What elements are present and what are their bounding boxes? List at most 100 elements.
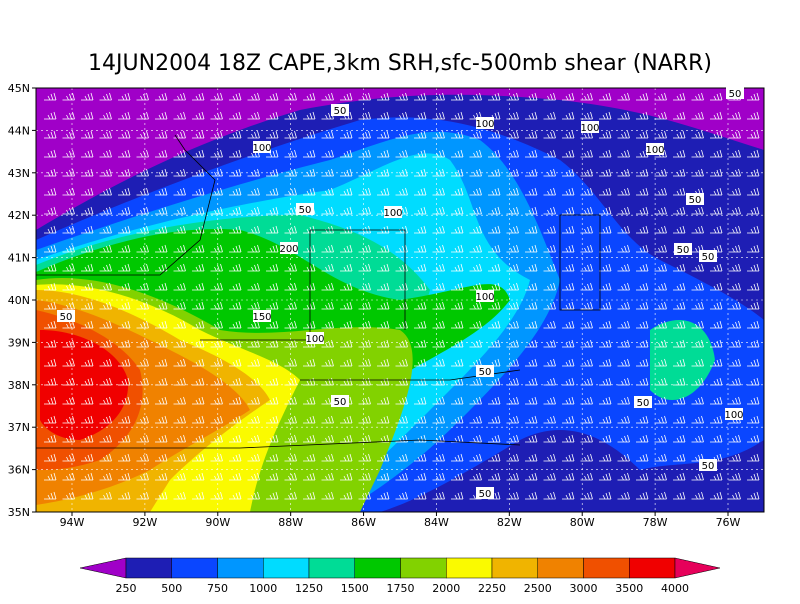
wind-barb	[62, 396, 75, 405]
contour-label: 50	[677, 245, 690, 256]
contour-label: 50	[702, 461, 715, 472]
colorbar-box	[354, 557, 401, 579]
wind-barb	[636, 263, 649, 272]
lat-label: 44N	[8, 124, 30, 137]
wind-barb	[710, 301, 723, 310]
wind-barb	[155, 320, 168, 329]
wind-barb	[210, 320, 223, 329]
lat-label: 40N	[8, 294, 30, 307]
wind-barb	[617, 320, 630, 329]
wind-barb	[118, 111, 131, 120]
wind-barb	[321, 453, 334, 462]
wind-barb	[488, 244, 501, 253]
wind-barb	[506, 415, 519, 424]
wind-barb	[358, 377, 371, 386]
wind-barb	[321, 244, 334, 253]
wind-barb	[488, 453, 501, 462]
wind-barb	[81, 225, 94, 234]
wind-barb	[62, 472, 75, 481]
wind-barb	[636, 358, 649, 367]
wind-barb	[728, 377, 741, 386]
wind-barb	[136, 434, 149, 443]
contour-label-box	[476, 290, 494, 302]
wind-barb	[636, 130, 649, 139]
wind-barb	[99, 206, 112, 215]
wind-barb	[414, 491, 427, 500]
wind-barb	[99, 491, 112, 500]
wind-barb	[414, 244, 427, 253]
wind-barb	[599, 149, 612, 158]
wind-barb	[636, 282, 649, 291]
wind-barb	[580, 491, 593, 500]
wind-barb	[358, 225, 371, 234]
wind-barb	[99, 244, 112, 253]
wind-barb	[62, 187, 75, 196]
wind-barb	[543, 92, 556, 101]
wind-barb	[118, 244, 131, 253]
wind-barb	[173, 187, 186, 196]
wind-barb	[99, 282, 112, 291]
wind-barb	[451, 472, 464, 481]
colorbar-box	[400, 557, 447, 579]
wind-barb	[321, 358, 334, 367]
contour-labels: 50 100 100 100 100 50 100 50 200 50 50 100 50 150 100 5…	[57, 87, 744, 500]
wind-barb	[710, 282, 723, 291]
wind-barb	[395, 472, 408, 481]
wind-barb	[525, 244, 538, 253]
wind-barb	[395, 92, 408, 101]
wind-barb	[247, 168, 260, 177]
wind-barb	[173, 92, 186, 101]
wind-barb	[636, 434, 649, 443]
wind-barb	[617, 244, 630, 253]
wind-barb	[543, 434, 556, 443]
wind-barb	[377, 301, 390, 310]
wind-barb	[44, 206, 57, 215]
wind-barb	[81, 396, 94, 405]
wind-barb	[562, 434, 575, 443]
wind-barb	[62, 415, 75, 424]
wind-barb	[636, 453, 649, 462]
wind-barb	[44, 187, 57, 196]
wind-barb	[654, 244, 667, 253]
wind-barb	[469, 187, 482, 196]
wind-barb	[44, 472, 57, 481]
wind-barb	[580, 263, 593, 272]
colorbar-box	[491, 557, 538, 579]
wind-barb	[81, 149, 94, 158]
wind-barb	[469, 377, 482, 386]
wind-barb	[414, 434, 427, 443]
wind-barb	[321, 225, 334, 234]
wind-barb	[506, 111, 519, 120]
wind-barb	[192, 187, 205, 196]
wind-barb	[728, 168, 741, 177]
wind-barb	[210, 358, 223, 367]
wind-barb	[136, 415, 149, 424]
wind-barb	[229, 301, 242, 310]
wind-barb	[81, 320, 94, 329]
wind-barb	[562, 301, 575, 310]
wind-barb	[173, 434, 186, 443]
wind-barb	[303, 434, 316, 443]
wind-barb	[210, 206, 223, 215]
wind-barb	[229, 111, 242, 120]
wind-barb	[488, 225, 501, 234]
wind-barb	[155, 149, 168, 158]
wind-barb	[395, 320, 408, 329]
wind-barb	[303, 130, 316, 139]
wind-barb	[599, 434, 612, 443]
wind-barb	[728, 339, 741, 348]
wind-barb	[599, 92, 612, 101]
wind-barb	[617, 111, 630, 120]
wind-barb	[284, 453, 297, 462]
lon-label: 90W	[205, 516, 230, 529]
wind-barb	[81, 206, 94, 215]
wind-barb	[44, 453, 57, 462]
wind-barb	[747, 491, 760, 500]
colorbar-label: 3500	[615, 582, 643, 595]
contour-label-box	[57, 310, 75, 322]
wind-barb	[432, 491, 445, 500]
wind-barb	[654, 111, 667, 120]
wind-barb	[673, 377, 686, 386]
wind-barb	[340, 282, 353, 291]
wind-barb	[358, 358, 371, 367]
